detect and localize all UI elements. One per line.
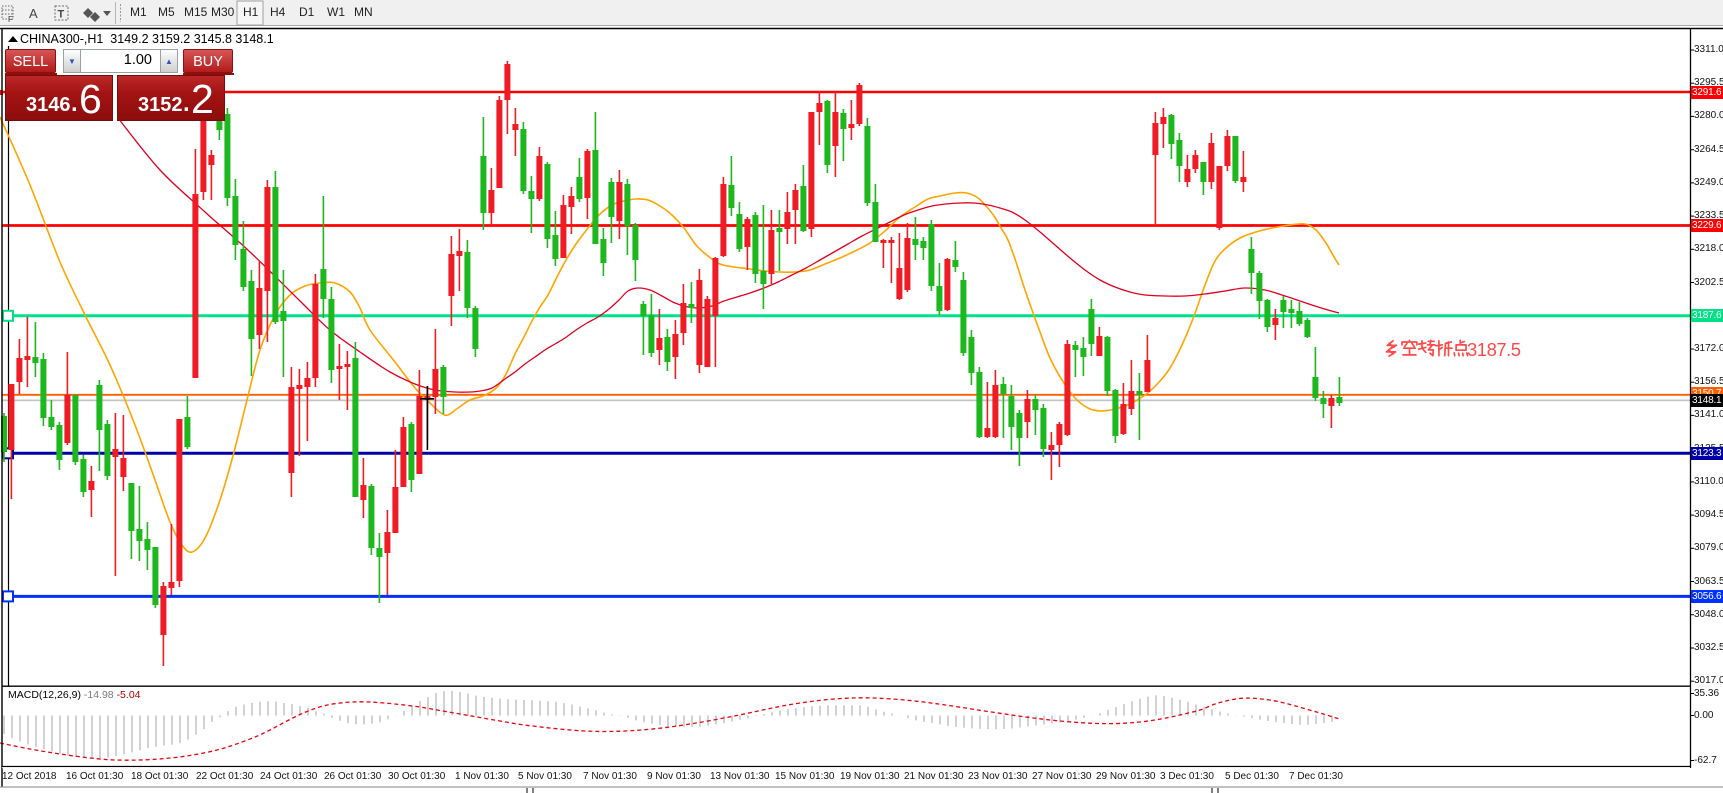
svg-text:F: F — [8, 15, 13, 24]
svg-text:A: A — [29, 6, 38, 21]
svg-text:T: T — [58, 9, 65, 21]
